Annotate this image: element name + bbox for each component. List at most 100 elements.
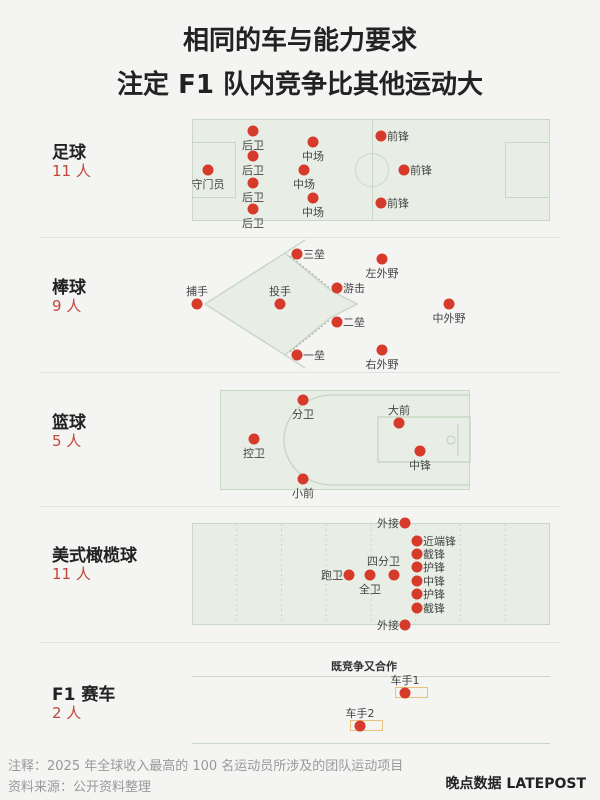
player-dot (297, 394, 309, 406)
player-label: 前锋 (387, 197, 409, 210)
player-label: 中场 (293, 178, 315, 191)
center-circle (355, 153, 389, 187)
player-dot (291, 248, 303, 260)
divider (40, 372, 560, 373)
player-label: 中锋 (423, 575, 445, 588)
player-label: 中锋 (409, 459, 431, 472)
player-label: 游击 (343, 282, 365, 295)
player-dot (247, 125, 259, 137)
player-dot (398, 164, 410, 176)
player-dot (307, 136, 319, 148)
source: 资料来源：公开资料整理 (8, 780, 152, 795)
basketball-court (220, 390, 470, 490)
player-dot (399, 687, 411, 699)
player-dot (393, 417, 405, 429)
player-dot (414, 445, 426, 457)
player-dot (274, 298, 286, 310)
player-dot (399, 619, 411, 631)
player-label: 截锋 (423, 602, 445, 615)
sport-count: 5 人 (52, 432, 82, 450)
player-label: 前锋 (387, 130, 409, 143)
player-dot (354, 720, 366, 732)
player-dot (331, 316, 343, 328)
sport-name: 美式橄榄球 (52, 546, 137, 566)
f1-annotation: 既竞争又合作 (331, 660, 397, 673)
player-label: 一垒 (303, 349, 325, 362)
player-dot (247, 203, 259, 215)
player-label: 近端锋 (423, 535, 456, 548)
player-label: 后卫 (242, 139, 264, 152)
player-dot (411, 535, 423, 547)
player-dot (291, 349, 303, 361)
player-label: 守门员 (191, 178, 225, 191)
player-dot (364, 569, 376, 581)
player-dot (411, 548, 423, 560)
car-box (350, 720, 383, 731)
player-dot (411, 588, 423, 600)
player-label: 三垒 (303, 248, 325, 261)
player-label: 分卫 (292, 408, 314, 421)
player-dot (375, 197, 387, 209)
player-label: 投手 (269, 285, 291, 298)
penalty-box (505, 142, 550, 198)
player-dot (375, 130, 387, 142)
car-box (395, 687, 428, 698)
player-label: 四分卫 (367, 555, 400, 568)
divider (40, 237, 560, 238)
player-dot (376, 253, 388, 265)
player-label: 外接 (377, 619, 399, 632)
player-dot (376, 344, 388, 356)
player-label: 前锋 (410, 164, 432, 177)
title-line-2: 注定 F1 队内竞争比其他运动大 (117, 70, 483, 100)
penalty-box (192, 142, 236, 198)
sport-name: 篮球 (52, 413, 86, 433)
player-label: 后卫 (242, 191, 264, 204)
sport-name: 棒球 (52, 278, 86, 298)
player-dot (298, 164, 310, 176)
player-label: 护锋 (423, 588, 445, 601)
player-dot (331, 282, 343, 294)
player-label: 后卫 (242, 164, 264, 177)
player-label: 捕手 (186, 285, 208, 298)
sport-count: 11 人 (52, 162, 91, 180)
player-label: 后卫 (242, 217, 264, 230)
player-label: 左外野 (365, 267, 399, 280)
player-label: 大前 (388, 404, 410, 417)
track-edge (192, 743, 550, 744)
player-label: 控卫 (243, 447, 265, 460)
divider (40, 642, 560, 643)
player-label: 护锋 (423, 561, 445, 574)
player-dot (247, 150, 259, 162)
sport-count: 11 人 (52, 565, 91, 583)
player-label: 外接 (377, 517, 399, 530)
player-dot (411, 575, 423, 587)
player-dot (388, 569, 400, 581)
sport-count: 2 人 (52, 704, 82, 722)
player-label: 中外野 (432, 312, 466, 325)
player-label: 车手1 (390, 674, 420, 687)
player-dot (411, 602, 423, 614)
player-label: 截锋 (423, 548, 445, 561)
player-dot (297, 473, 309, 485)
player-label: 右外野 (365, 358, 399, 371)
player-dot (247, 177, 259, 189)
player-label: 中场 (302, 206, 324, 219)
player-label: 小前 (292, 487, 314, 500)
divider (40, 506, 560, 507)
sport-name: 足球 (52, 143, 86, 163)
player-dot (411, 561, 423, 573)
sport-count: 9 人 (52, 297, 82, 315)
player-dot (307, 192, 319, 204)
player-dot (202, 164, 214, 176)
player-label: 中场 (302, 150, 324, 163)
player-label: 车手2 (345, 707, 375, 720)
title-line-1: 相同的车与能力要求 (182, 26, 417, 56)
player-dot (343, 569, 355, 581)
footnote: 注释：2025 年全球收入最高的 100 名运动员所涉及的团队运动项目 (8, 759, 404, 774)
track-edge (192, 676, 550, 677)
player-label: 全卫 (359, 583, 381, 596)
sport-name: F1 赛车 (52, 685, 116, 705)
player-label: 二垒 (343, 316, 365, 329)
player-dot (443, 298, 455, 310)
